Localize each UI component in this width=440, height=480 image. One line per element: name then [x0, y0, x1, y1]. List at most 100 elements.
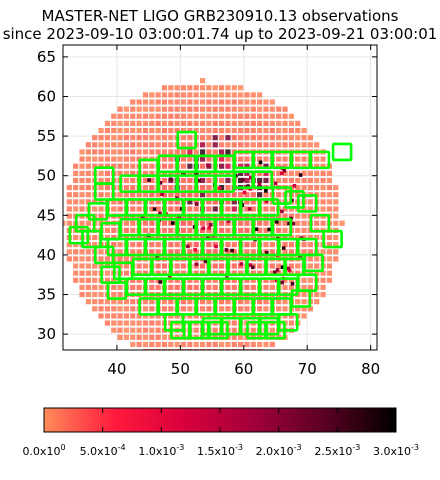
- observed-field-square: [296, 194, 318, 213]
- skymap-cell: [117, 284, 123, 291]
- chart-title-line1: MASTER-NET LIGO GRB230910.13 observation…: [41, 7, 399, 25]
- skymap-cell: [295, 170, 301, 176]
- skymap-cell: [212, 127, 218, 134]
- skymap-cell: [180, 142, 187, 148]
- skymap-cell: [212, 135, 218, 141]
- skymap-cell: [257, 170, 263, 176]
- colorbar-tick-label: 2.0x10-3: [256, 443, 302, 458]
- observed-field-square: [331, 142, 353, 162]
- skymap-cell: [264, 199, 269, 204]
- skymap-cell: [111, 127, 117, 134]
- skymap-cell: [168, 120, 174, 127]
- skymap-cell: [238, 156, 244, 162]
- skymap-cell: [174, 99, 180, 105]
- skymap-cell: [269, 242, 275, 248]
- skymap-cell: [218, 184, 225, 191]
- skymap-cell: [168, 227, 174, 233]
- skymap-cell: [269, 341, 275, 348]
- observed-field-square: [195, 297, 217, 316]
- skymap-cell: [168, 299, 174, 305]
- skymap-cell: [282, 106, 288, 112]
- skymap-cell: [123, 142, 130, 148]
- skymap-cell: [85, 163, 91, 169]
- skymap-cell: [288, 206, 294, 212]
- skymap-cell: [180, 341, 187, 348]
- skymap-cell: [320, 156, 326, 162]
- skymap-cell: [79, 163, 85, 169]
- skymap-cell: [168, 306, 174, 312]
- skymap-cell: [180, 170, 187, 176]
- skymap-cell: [225, 170, 231, 176]
- skymap-cell: [193, 199, 199, 205]
- skymap-cell: [136, 334, 142, 340]
- skymap-cell: [288, 313, 294, 319]
- skymap-cell: [307, 284, 313, 291]
- skymap-cell: [244, 341, 250, 348]
- skymap-cell: [142, 170, 149, 176]
- skymap-cell: [298, 173, 303, 177]
- skymap-cell: [193, 270, 199, 276]
- skymap-cell: [200, 356, 205, 361]
- skymap-cell: [98, 192, 104, 198]
- skymap-cell: [187, 306, 193, 312]
- skymap-cell: [161, 227, 168, 233]
- skymap-cell: [155, 334, 161, 340]
- x-tick-label: 50: [171, 360, 190, 378]
- skymap-cell: [257, 234, 263, 241]
- skymap-cell: [250, 142, 256, 148]
- skymap-cell: [123, 256, 130, 262]
- skymap-cell: [212, 284, 218, 291]
- skymap-cell: [276, 170, 282, 176]
- skymap-cell: [180, 263, 187, 269]
- skymap-cell: [149, 299, 155, 305]
- skymap-cell: [282, 227, 288, 233]
- skymap-cell: [238, 113, 244, 119]
- skymap-cell: [206, 92, 212, 98]
- skymap-cell: [130, 249, 136, 255]
- skymap-cell: [149, 327, 155, 333]
- skymap-cell: [218, 113, 225, 119]
- skymap-cell: [186, 244, 190, 249]
- skymap-cell: [161, 170, 168, 176]
- skymap-cell: [174, 113, 180, 119]
- skymap-cell: [238, 341, 244, 348]
- skymap-cell: [320, 270, 326, 276]
- skymap-cell: [149, 120, 155, 127]
- skymap-cell: [149, 220, 155, 226]
- skymap-cell: [212, 341, 218, 348]
- skymap-cell: [85, 149, 91, 155]
- skymap-cell: [168, 106, 174, 112]
- skymap-cell: [149, 163, 155, 169]
- skymap-cell: [168, 156, 174, 162]
- skymap-cell: [212, 242, 218, 248]
- skymap-cell: [161, 348, 168, 350]
- skymap-cell: [213, 356, 218, 361]
- observed-field-square: [208, 257, 229, 277]
- skymap-cell: [123, 313, 130, 319]
- skymap-cell: [155, 142, 161, 148]
- skymap-cell: [257, 348, 263, 350]
- skymap-cell: [117, 142, 123, 148]
- skymap-cell: [155, 106, 161, 112]
- skymap-cell: [155, 270, 161, 276]
- skymap-cell: [244, 313, 250, 319]
- skymap-cell: [326, 263, 333, 269]
- skymap-cell: [269, 127, 275, 134]
- skymap-cell: [201, 226, 206, 230]
- observed-field-square: [170, 320, 191, 340]
- skymap-cell: [187, 199, 193, 205]
- skymap-cell: [238, 135, 244, 141]
- skymap-cell: [79, 206, 85, 212]
- skymap-cell: [212, 92, 218, 98]
- skymap-cell: [193, 284, 199, 291]
- y-tick-label: 40: [37, 246, 56, 264]
- skymap-cell: [174, 170, 180, 176]
- skymap-cell: [250, 242, 256, 248]
- skymap-cell: [92, 263, 98, 269]
- skymap-cell: [276, 127, 282, 134]
- skymap-cell: [238, 177, 244, 184]
- skymap-cell: [199, 106, 206, 112]
- skymap-cell: [79, 170, 85, 176]
- skymap-cell: [199, 149, 206, 155]
- skymap-cell: [187, 85, 193, 91]
